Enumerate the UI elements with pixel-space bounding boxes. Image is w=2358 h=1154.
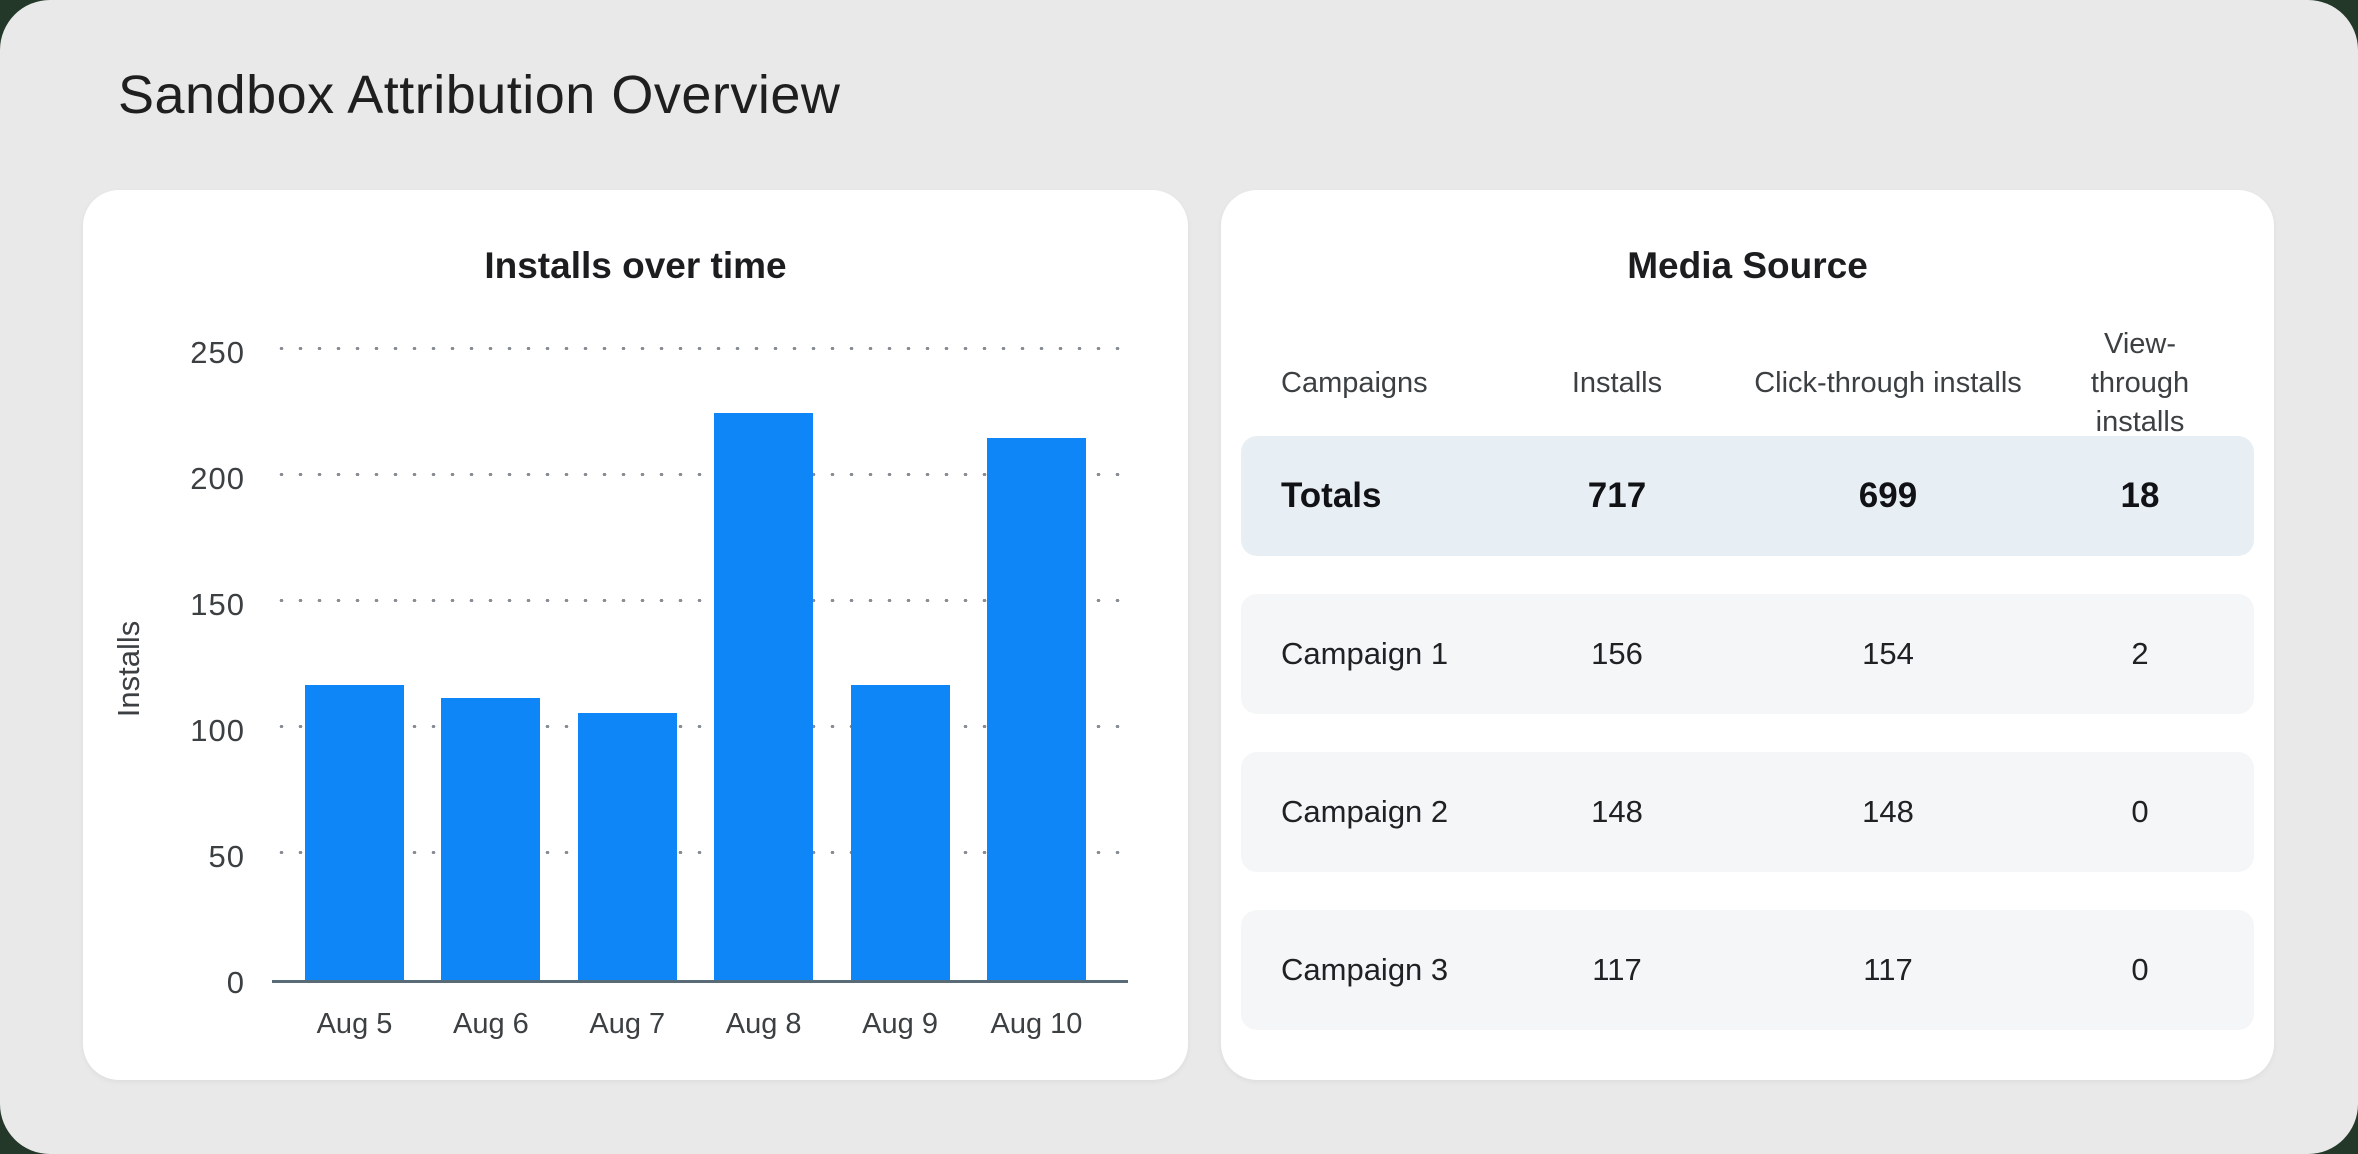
x-axis-label: Aug 8 [725, 1008, 802, 1040]
x-axis-label: Aug 7 [589, 1008, 666, 1040]
y-tick-label: 0 [226, 965, 245, 1000]
cell-click-through: 699 [1858, 476, 1918, 515]
gridline [272, 851, 1128, 854]
bar-aug-6 [441, 697, 541, 980]
x-axis-tick-labels: Aug 5 Aug 6 Aug 7 Aug 8 Aug 9 Aug 10 [305, 1008, 1086, 1041]
cell-view-through: 18 [2120, 476, 2160, 515]
cell-installs: 117 [1592, 952, 1642, 987]
bar-aug-9 [850, 685, 950, 980]
cell-label: Campaign 3 [1281, 952, 1449, 987]
bars [305, 353, 1086, 980]
table-title: Media Source [1627, 245, 1868, 286]
cell-installs: 156 [1591, 636, 1643, 671]
x-axis-label: Aug 6 [452, 1008, 529, 1040]
cell-installs: 717 [1587, 476, 1647, 515]
header-installs: Installs [1571, 367, 1663, 399]
gridline [272, 473, 1128, 476]
y-tick-label: 250 [190, 335, 245, 370]
gridline [272, 347, 1128, 350]
x-axis-label: Aug 10 [990, 1008, 1083, 1040]
cell-view-through: 0 [2131, 952, 2149, 987]
cell-label: Campaign 2 [1281, 794, 1449, 829]
y-axis-tick-labels: 0 50 100 150 200 250 [123, 336, 245, 1000]
header-click-through: Click-through installs [1754, 367, 2022, 399]
cell-click-through: 148 [1862, 794, 1914, 829]
cell-view-through: 2 [2131, 636, 2149, 671]
header-view-through: View-through installs [2090, 328, 2190, 438]
cell-label: Totals [1281, 476, 1382, 515]
cell-view-through: 0 [2131, 794, 2149, 829]
campaign-row: Campaign 1 156 154 2 [1241, 594, 2254, 714]
table-header-row: Campaigns Installs Click-through install… [1241, 325, 2254, 442]
totals-row: Totals 717 699 18 [1241, 436, 2254, 556]
cell-click-through: 117 [1863, 952, 1913, 987]
y-tick-label: 100 [190, 713, 245, 748]
installs-chart-card: Installs over time Installs 0 50 100 150 200… [83, 190, 1188, 1080]
y-tick-label: 50 [208, 839, 245, 874]
bar-aug-8 [714, 413, 814, 980]
header-campaigns: Campaigns [1281, 367, 1428, 399]
bar-aug-5 [305, 685, 404, 980]
media-source-card: Media Source Campaigns Installs Click-th… [1221, 190, 2274, 1080]
campaign-row: Campaign 3 117 117 0 [1241, 910, 2254, 1030]
cell-installs: 148 [1591, 794, 1643, 829]
bar-chart-plot: Aug 5 Aug 6 Aug 7 Aug 8 Aug 9 Aug 10 [272, 347, 1128, 1040]
y-tick-label: 150 [190, 587, 245, 622]
chart-title: Installs over time [484, 245, 787, 286]
gridline [272, 599, 1128, 602]
cell-click-through: 154 [1862, 636, 1914, 671]
gridline [272, 725, 1128, 728]
y-tick-label: 200 [190, 461, 245, 496]
bar-aug-10 [986, 438, 1086, 980]
bar-aug-7 [577, 712, 677, 980]
x-axis-label: Aug 9 [862, 1008, 938, 1040]
cell-label: Campaign 1 [1281, 636, 1449, 671]
campaign-row: Campaign 2 148 148 0 [1241, 752, 2254, 872]
page-title: Sandbox Attribution Overview [118, 65, 841, 125]
x-axis-label: Aug 5 [316, 1008, 393, 1040]
